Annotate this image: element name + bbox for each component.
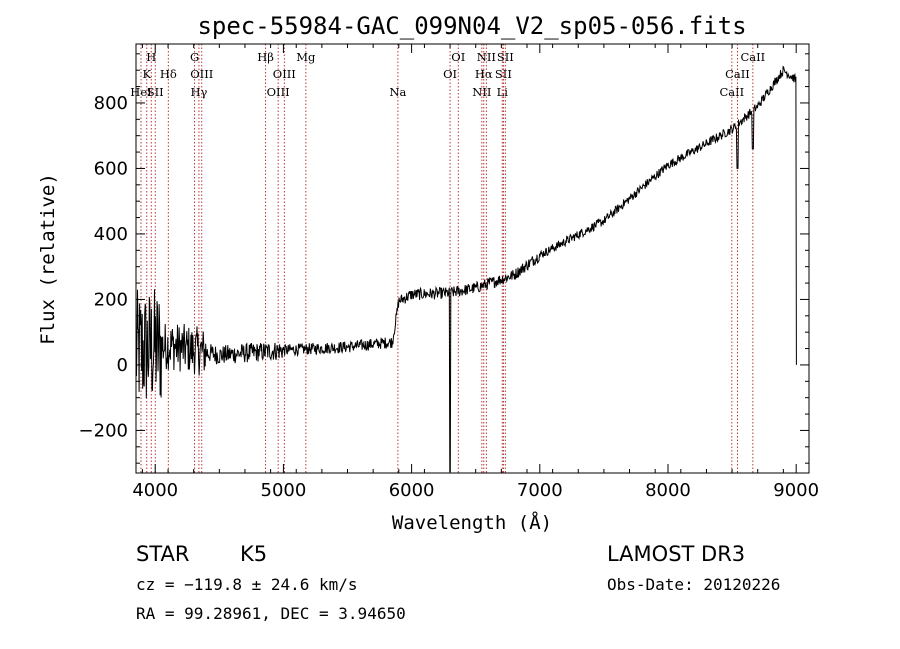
line-label: OI (451, 50, 465, 64)
survey-name: LAMOST DR3 (607, 542, 745, 566)
line-label: G (190, 50, 199, 64)
line-label: Hα (475, 67, 493, 81)
line-label: H (146, 50, 156, 64)
line-label: Li (497, 85, 509, 99)
y-axis-label: Flux (relative) (37, 173, 59, 345)
y-tick-label: 400 (94, 224, 128, 245)
y-tick-label: 600 (94, 158, 128, 179)
line-label: Hβ (257, 50, 274, 64)
redshift-velocity: cz = −119.8 ± 24.6 km/s (136, 575, 358, 594)
line-label: OIII (190, 67, 213, 81)
y-tick-label: 800 (94, 93, 128, 114)
line-label: OIII (273, 67, 296, 81)
x-tick-label: 4000 (132, 480, 178, 501)
x-tick-label: 6000 (389, 480, 435, 501)
y-tick-label: −200 (79, 420, 128, 441)
y-axis-ticks: −200 0 200 400 600 800 (79, 53, 809, 464)
line-label: CaII (725, 67, 750, 81)
x-tick-label: 7000 (517, 480, 563, 501)
line-label: SII (495, 67, 512, 81)
line-label: NII (472, 85, 491, 99)
x-axis-label: Wavelength (Å) (392, 511, 552, 534)
line-label: SII (497, 50, 514, 64)
object-class: STAR (136, 542, 189, 566)
spectrum-trace (135, 65, 797, 472)
line-label: CaII (740, 50, 765, 64)
emission-line-markers: HeIKHSIIHδGHγOIIIHβOIIIOIIIMgNaOIOINIIHα… (130, 44, 765, 473)
spectrum-line (135, 65, 797, 472)
line-label: Hδ (160, 67, 177, 81)
line-label: NII (477, 50, 496, 64)
line-label: CaII (719, 85, 744, 99)
line-label: Mg (296, 50, 316, 64)
chart-title: spec-55984-GAC_099N04_V2_sp05-056.fits (197, 12, 746, 40)
line-label: K (142, 67, 151, 81)
line-label: Hγ (190, 85, 207, 99)
y-tick-label: 0 (117, 355, 128, 376)
x-axis-ticks: 4000 5000 6000 7000 8000 9000 (132, 44, 819, 501)
line-label: SII (147, 85, 164, 99)
x-tick-label: 8000 (645, 480, 691, 501)
sky-coordinates: RA = 99.28961, DEC = 3.94650 (136, 604, 406, 623)
line-label: OI (443, 67, 457, 81)
x-tick-label: 5000 (261, 480, 307, 501)
y-tick-label: 200 (94, 289, 128, 310)
x-tick-label: 9000 (773, 480, 819, 501)
object-subclass: K5 (240, 542, 267, 566)
observation-date: Obs-Date: 20120226 (607, 575, 780, 594)
line-label: OIII (267, 85, 290, 99)
plot-frame (135, 43, 810, 474)
line-label: Na (389, 85, 406, 99)
